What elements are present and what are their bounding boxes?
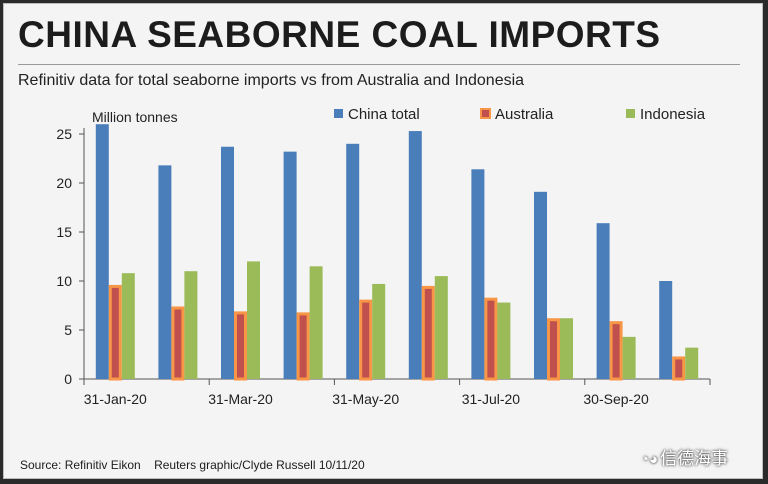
bar-china-total: [346, 143, 360, 379]
bar-indonesia: [121, 273, 135, 379]
bar-australia: [171, 306, 185, 381]
bar-australia: [672, 356, 686, 381]
bar-indonesia: [497, 302, 511, 379]
x-tick-label: 31-Jul-20: [462, 391, 521, 407]
bar-australia: [609, 321, 623, 381]
bar-indonesia: [372, 283, 386, 379]
legend-swatch-indonesia: [626, 109, 635, 118]
bar-china-total: [471, 169, 485, 379]
bar-australia: [547, 318, 560, 381]
bar-indonesia: [685, 347, 699, 379]
bar-australia: [296, 312, 310, 381]
x-tick-label: 30-Sep-20: [583, 391, 649, 407]
y-axis-label: Million tonnes: [92, 109, 178, 125]
y-tick-label: 20: [56, 175, 72, 191]
legend-swatch-australia: [480, 108, 491, 119]
bar-china-total: [659, 281, 673, 379]
y-tick-label: 0: [64, 371, 72, 387]
chart-title: CHINA SEABORNE COAL IMPORTS: [18, 14, 661, 55]
x-tick-label: 31-Jan-20: [84, 391, 147, 407]
y-tick-label: 15: [56, 224, 72, 240]
legend-swatch-china-total: [334, 109, 343, 118]
bar-australia: [359, 299, 373, 381]
bar-australia: [421, 285, 435, 381]
bar-indonesia: [247, 261, 260, 379]
bar-china-total: [408, 131, 422, 379]
watermark-text: 信德海事: [660, 449, 729, 468]
bar-chart: 0 5 10 15 20 25 Million tonnes 31-Jan-20 31-Mar-…: [56, 106, 711, 407]
bar-china-total: [596, 223, 610, 379]
title-divider: [18, 64, 740, 65]
bar-indonesia: [184, 271, 198, 379]
chart-panel: CHINA SEABORNE COAL IMPORTS Refinitiv da…: [3, 3, 763, 479]
y-tick-label: 25: [56, 126, 72, 142]
bar-indonesia: [309, 266, 323, 379]
legend-label: Indonesia: [640, 106, 706, 123]
y-tick-label: 10: [56, 273, 72, 289]
bar-china-total: [221, 146, 234, 379]
bar-australia: [234, 311, 247, 381]
legend-label: China total: [348, 106, 420, 123]
x-tick-label: 31-May-20: [332, 391, 399, 407]
bar-indonesia: [560, 318, 573, 379]
source-note: Source: Refinitiv Eikon Reuters graphic/…: [20, 458, 365, 472]
chart-subtitle: Refinitiv data for total seaborne import…: [18, 72, 525, 89]
bar-indonesia: [434, 276, 448, 379]
bar-australia: [484, 297, 498, 381]
bar-indonesia: [622, 336, 636, 379]
bar-china-total: [158, 165, 172, 379]
y-tick-label: 5: [64, 322, 72, 338]
legend-label: Australia: [495, 106, 554, 123]
source-text: Source: Refinitiv Eikon: [20, 458, 141, 472]
credit-text: Reuters graphic/Clyde Russell 10/11/20: [154, 458, 365, 472]
x-tick-label: 31-Mar-20: [208, 391, 273, 407]
bar-china-total: [95, 124, 109, 379]
bar-australia: [108, 284, 122, 381]
wechat-icon: ◔◕: [640, 451, 659, 468]
watermark: ◔◕ 信德海事: [640, 444, 728, 469]
bar-china-total: [283, 151, 297, 379]
bar-china-total: [534, 191, 547, 379]
